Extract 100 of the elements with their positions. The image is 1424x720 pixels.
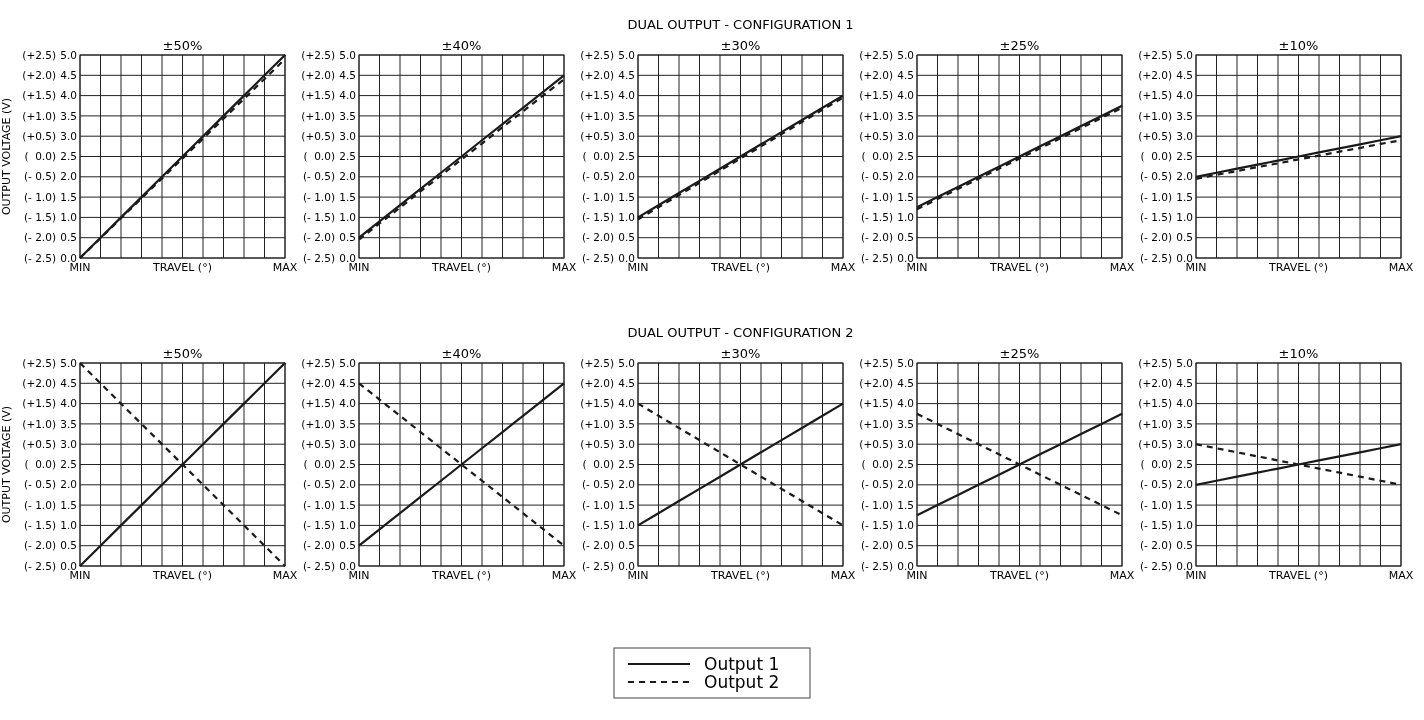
y-tick-label: 0.0	[1176, 559, 1193, 572]
y-tick-label: 4.0	[60, 89, 77, 102]
y2-tick-label: (- 2.0)	[860, 539, 893, 552]
y-tick-label: 5.0	[618, 356, 635, 369]
y-tick-label: 1.0	[60, 519, 77, 532]
y-tick-label: 5.0	[897, 48, 914, 61]
y2-tick-label: (- 2.5)	[302, 251, 335, 264]
y2-tick-label: (+2.0)	[580, 376, 614, 389]
y-tick-label: 4.5	[618, 68, 635, 81]
y-tick-label: 2.0	[339, 478, 356, 491]
y2-tick-label: (- 0.5)	[860, 170, 893, 183]
y-tick-label: 4.0	[339, 89, 356, 102]
x-axis-title: TRAVEL (°)	[431, 261, 491, 274]
x-tick-label: MIN	[348, 569, 370, 582]
chart-title: ±10%	[1278, 38, 1319, 53]
y2-tick-label: (- 0.5)	[581, 478, 614, 491]
y-tick-label: 2.0	[1176, 478, 1193, 491]
y-tick-label: 4.5	[1176, 376, 1193, 389]
y-tick-label: 1.0	[618, 519, 635, 532]
y2-tick-label: (+0.5)	[1138, 129, 1172, 142]
y2-tick-label: (+1.5)	[301, 397, 335, 410]
y-tick-label: 0.0	[60, 559, 77, 572]
x-tick-label: MIN	[69, 261, 91, 274]
y-tick-label: 4.5	[60, 68, 77, 81]
y2-tick-label: (- 1.5)	[23, 519, 56, 532]
y-tick-label: 2.0	[897, 170, 914, 183]
y2-tick-label: ( 0.0)	[582, 458, 614, 471]
y2-tick-label: (+0.5)	[859, 129, 893, 142]
y2-tick-label: (- 2.0)	[23, 231, 56, 244]
y-tick-label: 5.0	[618, 48, 635, 61]
y2-tick-label: (+0.5)	[22, 437, 56, 450]
y2-tick-label: (+0.5)	[859, 437, 893, 450]
y2-tick-label: (+1.5)	[22, 89, 56, 102]
y-tick-label: 4.0	[60, 397, 77, 410]
y2-tick-label: (+2.5)	[580, 48, 614, 61]
y2-tick-label: (- 2.0)	[302, 539, 335, 552]
y2-tick-label: (- 0.5)	[23, 478, 56, 491]
y2-tick-label: (+2.5)	[580, 356, 614, 369]
y-tick-label: 2.5	[897, 150, 914, 163]
x-tick-label: MAX	[1109, 569, 1135, 582]
y2-tick-label: (- 0.5)	[1139, 478, 1172, 491]
y-tick-label: 0.0	[339, 251, 356, 264]
x-axis-title: TRAVEL (°)	[710, 569, 770, 582]
y2-tick-label: (+1.0)	[1138, 417, 1172, 430]
y2-tick-label: (- 1.5)	[302, 519, 335, 532]
y-tick-label: 5.0	[1176, 356, 1193, 369]
y2-tick-label: (+2.0)	[22, 376, 56, 389]
text: DUAL OUTPUT - CONFIGURATION 2	[627, 325, 854, 340]
y2-tick-label: (+2.0)	[301, 376, 335, 389]
y-tick-label: 3.5	[618, 417, 635, 430]
y2-tick-label: (+2.0)	[580, 68, 614, 81]
y2-tick-label: (+1.0)	[859, 417, 893, 430]
y2-tick-label: (+2.0)	[1138, 68, 1172, 81]
y2-tick-label: (- 2.0)	[581, 231, 614, 244]
line-series	[78, 361, 287, 568]
x-axis-title: TRAVEL (°)	[1268, 569, 1328, 582]
x-tick-label: MIN	[348, 261, 370, 274]
y2-tick-label: (+1.5)	[22, 397, 56, 410]
legend-label: Output 1	[704, 653, 780, 674]
y-tick-label: 1.5	[60, 190, 77, 203]
y2-tick-label: (+2.0)	[301, 68, 335, 81]
y-tick-label: 4.0	[618, 397, 635, 410]
y-tick-label: 5.0	[897, 356, 914, 369]
y-tick-label: 2.5	[618, 458, 635, 471]
x-tick-label: MAX	[1388, 569, 1414, 582]
y2-tick-label: (+0.5)	[22, 129, 56, 142]
y2-tick-label: (- 2.0)	[860, 231, 893, 244]
y-tick-label: 4.0	[1176, 89, 1193, 102]
y-tick-label: 1.0	[897, 519, 914, 532]
y-tick-label: 0.5	[618, 231, 635, 244]
y-tick-label: 3.5	[339, 417, 356, 430]
y-tick-label: 2.5	[1176, 458, 1193, 471]
y-tick-label: 0.0	[60, 251, 77, 264]
chart-title: ±50%	[162, 346, 203, 361]
y2-tick-label: (- 2.0)	[1139, 231, 1172, 244]
y2-tick-label: (+0.5)	[301, 129, 335, 142]
x-axis-title: TRAVEL (°)	[989, 569, 1049, 582]
y-tick-label: 3.0	[339, 437, 356, 450]
y-tick-label: 3.0	[60, 129, 77, 142]
y2-tick-label: (+2.5)	[859, 356, 893, 369]
y2-tick-label: (- 1.5)	[23, 211, 56, 224]
x-tick-label: MIN	[906, 569, 928, 582]
y2-tick-label: (- 2.5)	[1139, 559, 1172, 572]
y2-tick-label: ( 0.0)	[303, 150, 335, 163]
y-tick-label: 4.0	[897, 397, 914, 410]
y2-tick-label: (+1.5)	[580, 397, 614, 410]
y-tick-label: 3.0	[618, 129, 635, 142]
y-tick-label: 1.5	[618, 498, 635, 511]
x-tick-label: MAX	[1388, 261, 1414, 274]
chart-title: ±30%	[720, 346, 761, 361]
y2-tick-label: ( 0.0)	[582, 150, 614, 163]
y2-tick-label: (+1.0)	[859, 109, 893, 122]
y-tick-label: 4.5	[618, 376, 635, 389]
y-tick-label: 4.0	[339, 397, 356, 410]
y2-tick-label: ( 0.0)	[861, 150, 893, 163]
y2-tick-label: (- 0.5)	[860, 478, 893, 491]
y-tick-label: 3.0	[339, 129, 356, 142]
y2-tick-label: (+1.5)	[859, 397, 893, 410]
y-tick-label: 1.5	[1176, 498, 1193, 511]
y-tick-label: 2.0	[60, 170, 77, 183]
